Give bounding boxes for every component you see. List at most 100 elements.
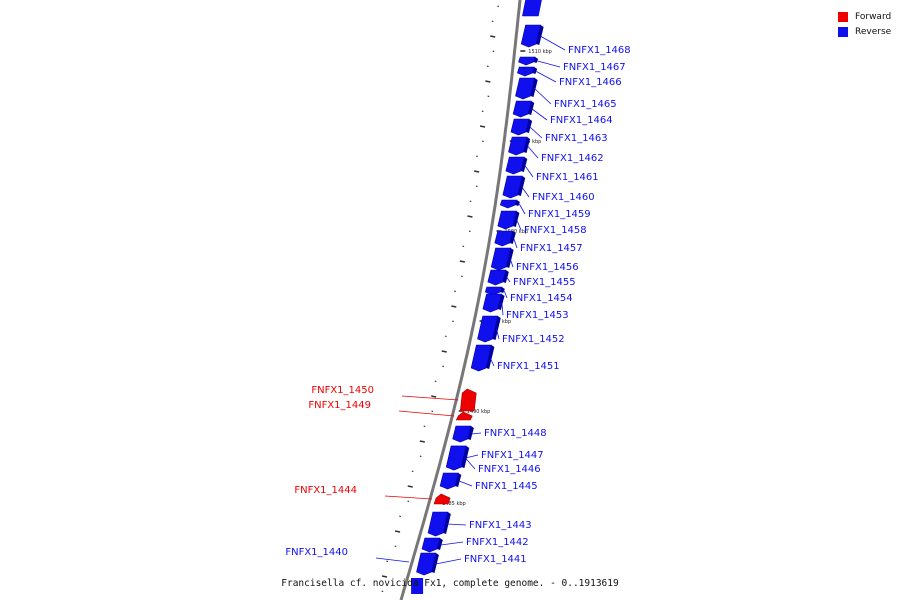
gene-label: FNFX1_1462	[541, 153, 604, 164]
gene-shade	[467, 426, 474, 440]
gene-label: FNFX1_1445	[475, 481, 538, 492]
gene-label: FNFX1_1453	[506, 310, 569, 321]
leader-line	[509, 258, 514, 268]
gene-fnfx1-1457[interactable]: FNFX1_1457	[494, 230, 583, 254]
kbp-label-5: 1485 kbp	[442, 501, 466, 507]
tick-mark	[486, 65, 489, 68]
leader-line	[540, 35, 566, 51]
tick-mark	[407, 500, 410, 503]
tick-mark	[492, 50, 495, 53]
gene-fnfx1-1464[interactable]: FNFX1_1464	[512, 100, 613, 126]
gene-shape	[433, 493, 451, 505]
gene-fnfx1-1468[interactable]: FNFX1_1468	[520, 24, 631, 56]
gene-fnfx1-1449[interactable]: FNFX1_1449	[308, 400, 473, 421]
gene-shape	[510, 118, 530, 136]
genome-caption: Francisella cf. novicida Fx1, complete g…	[281, 578, 619, 589]
tick-mark	[442, 365, 445, 368]
gene-fnfx1-1454[interactable]: FNFX1_1454	[484, 286, 573, 304]
legend-label-forward: Forward	[855, 11, 892, 22]
leader-line	[534, 88, 552, 105]
tick-mark	[381, 575, 388, 578]
gene-label: FNFX1_1463	[545, 133, 608, 144]
gene-shade	[506, 248, 514, 268]
leader-line	[506, 277, 511, 283]
leader-line	[496, 328, 500, 340]
gene-shade	[533, 57, 539, 63]
tick-mark	[460, 275, 463, 278]
gene-fnfx1-1458[interactable]: FNFX1_1458	[497, 210, 587, 236]
tick-mark	[469, 200, 472, 203]
gene-fnfx1-1465[interactable]: FNFX1_1465	[515, 77, 617, 110]
gene-shape	[482, 293, 502, 313]
leader-line	[521, 186, 530, 198]
gene-fnfx1-1460[interactable]: FNFX1_1460	[502, 175, 595, 203]
gene-fnfx1-1444[interactable]: FNFX1_1444	[294, 485, 451, 505]
gene-shape	[505, 156, 525, 175]
tick-mark	[381, 590, 384, 593]
leader-line	[384, 495, 433, 500]
tick-mark	[491, 20, 494, 23]
gene-shade	[502, 270, 509, 283]
leader-line	[447, 523, 467, 526]
tick-mark	[497, 5, 500, 8]
gene-block-partial	[522, 0, 542, 17]
gene-fnfx1-1456[interactable]: FNFX1_1456	[490, 247, 579, 273]
tick-mark	[411, 470, 414, 473]
gene-label: FNFX1_1448	[484, 428, 547, 439]
gene-label: FNFX1_1467	[563, 62, 626, 73]
gene-shape	[487, 269, 507, 286]
leader-line	[398, 410, 455, 417]
gene-label: FNFX1_1444	[294, 485, 357, 496]
gene-shade	[536, 25, 544, 45]
gene-fnfx1-1450[interactable]: FNFX1_1450	[311, 385, 477, 412]
gene-label: FNFX1_1451	[497, 361, 560, 372]
legend-item-reverse: Reverse	[838, 24, 891, 39]
tick-mark	[487, 95, 490, 98]
tick-mark	[394, 530, 401, 533]
gene-fnfx1-1452[interactable]: FNFX1_1452	[477, 315, 565, 345]
gene-fnfx1-1459[interactable]: FNFX1_1459	[499, 199, 591, 220]
tick-mark	[434, 380, 437, 383]
gene-shape	[470, 344, 492, 372]
tick-mark	[485, 80, 491, 83]
gene-shade	[497, 294, 505, 310]
gene-fnfx1-1462[interactable]: FNFX1_1462	[508, 136, 604, 164]
gene-fnfx1-1451[interactable]: FNFX1_1451	[470, 344, 560, 372]
gene-label: FNFX1_1441	[464, 554, 527, 565]
gene-fnfx1-1453[interactable]: FNFX1_1453	[482, 293, 569, 321]
gene-fnfx1-1466[interactable]: FNFX1_1466	[517, 66, 622, 88]
gene-features: FNFX1_1468 FNFX1_1467 FNFX1_1466 FNFX1_1465…	[285, 0, 631, 594]
gene-label: FNFX1_1449	[308, 400, 371, 411]
gene-fnfx1-1446[interactable]: FNFX1_1446	[445, 445, 541, 475]
gene-fnfx1-1455[interactable]: FNFX1_1455	[487, 269, 576, 288]
gene-label: FNFX1_1454	[510, 293, 573, 304]
tick-mark	[419, 440, 426, 443]
gene-shape	[421, 537, 441, 553]
gene-shade	[455, 473, 462, 487]
gene-label: FNFX1_1456	[516, 262, 579, 273]
gene-fnfx1-1442[interactable]: FNFX1_1442	[421, 537, 529, 553]
leader-line	[536, 71, 557, 83]
gene-shape	[439, 472, 459, 490]
gene-label: FNFX1_1468	[568, 45, 631, 56]
gene-fnfx1-1441[interactable]: FNFX1_1441	[416, 552, 527, 576]
gene-fnfx1-1448[interactable]: FNFX1_1448	[452, 425, 547, 443]
leader-line	[465, 457, 476, 470]
leader-line	[529, 126, 543, 139]
kbp-label-0: 1510 kbp	[528, 49, 552, 55]
leader-line	[527, 145, 539, 159]
gene-fnfx1-1443[interactable]: FNFX1_1443	[427, 511, 532, 537]
gene-fnfx1-1445[interactable]: FNFX1_1445	[439, 472, 538, 492]
leader-line	[531, 108, 548, 121]
gene-shade	[515, 200, 520, 206]
gene-fnfx1-1467[interactable]: FNFX1_1467	[518, 56, 626, 73]
gene-fnfx1-1463[interactable]: FNFX1_1463	[510, 118, 608, 144]
gene-fnfx1-1461[interactable]: FNFX1_1461	[505, 156, 599, 183]
gene-shade	[517, 176, 526, 196]
gene-label: FNFX1_1460	[532, 192, 595, 203]
leader-line	[501, 302, 504, 316]
tick-mark	[462, 245, 465, 248]
kbp-label-1: 1505 kbp	[518, 139, 542, 145]
gene-fnfx1-1440[interactable]: FNFX1_1440	[285, 547, 424, 594]
tick-mark	[490, 35, 496, 38]
